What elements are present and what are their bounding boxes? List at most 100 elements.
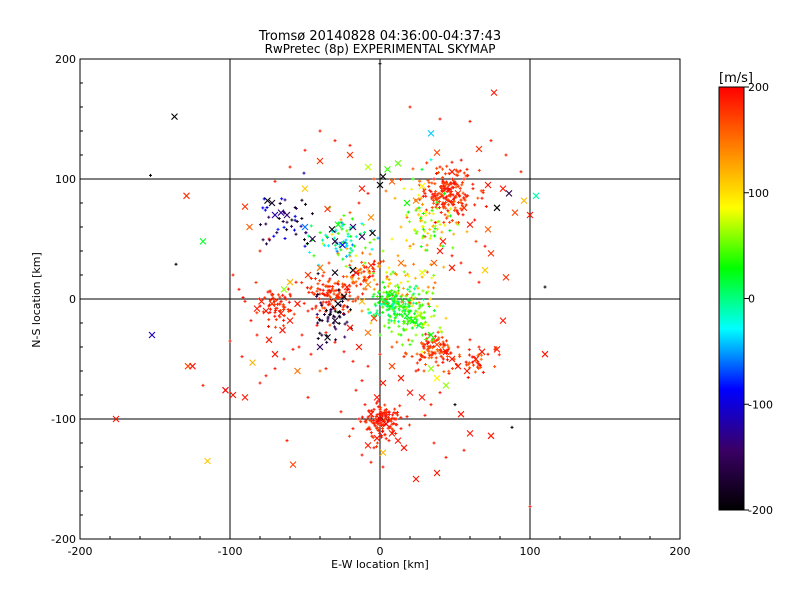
data-point-x [280, 286, 288, 293]
data-point-plus [415, 310, 419, 314]
data-point-x [346, 151, 354, 159]
data-point-plus [419, 311, 423, 315]
data-point-plus [397, 308, 401, 312]
data-point-plus [386, 292, 390, 296]
data-point-plus [314, 304, 318, 308]
data-point-plus [321, 300, 325, 304]
data-point-plus [404, 352, 408, 356]
data-point-plus [321, 288, 325, 292]
data-point-plus [378, 62, 382, 66]
data-point-plus [390, 427, 394, 431]
data-point-plus [435, 304, 439, 308]
data-point-x [222, 386, 229, 394]
data-point-plus [397, 320, 401, 324]
data-point-x [454, 190, 462, 197]
data-point-plus [333, 309, 337, 313]
data-point-x [433, 469, 441, 477]
data-point-plus [300, 216, 304, 220]
data-point-plus [415, 314, 419, 318]
data-point-plus [347, 253, 351, 257]
data-point-plus [394, 432, 398, 436]
data-point-plus [408, 246, 412, 250]
data-point-plus [376, 261, 380, 265]
data-point-plus [430, 209, 434, 213]
data-point-plus [453, 206, 457, 210]
data-point-x [388, 362, 396, 370]
data-point-plus [460, 183, 464, 187]
data-point-plus [312, 254, 316, 258]
data-point-plus [402, 308, 406, 312]
data-point-x [397, 374, 405, 382]
data-point-plus [414, 369, 418, 373]
data-point-plus [265, 206, 269, 210]
data-point-x [442, 185, 450, 192]
data-point-plus [341, 299, 345, 303]
data-point-plus [397, 332, 401, 336]
data-point-plus [318, 369, 322, 373]
data-point-plus [378, 423, 382, 427]
data-point-plus [273, 325, 277, 329]
data-point-plus [413, 296, 417, 300]
data-point-plus [399, 178, 403, 182]
data-point-plus [292, 312, 296, 316]
data-point-plus [276, 293, 280, 297]
data-point-plus [338, 310, 342, 314]
data-point-plus [261, 238, 265, 242]
data-point-plus [381, 310, 385, 314]
data-point-plus [336, 297, 340, 301]
data-point-plus [343, 322, 347, 326]
data-point-plus [430, 276, 434, 280]
data-point-plus [365, 427, 369, 431]
data-point-plus [384, 189, 388, 193]
data-point-plus [420, 225, 424, 229]
data-point-plus [410, 187, 414, 191]
data-point-plus [321, 238, 325, 242]
data-point-plus [387, 307, 391, 311]
data-point-plus [329, 308, 333, 312]
data-point-x [418, 182, 426, 190]
data-point-plus [310, 307, 314, 311]
data-point-plus [283, 295, 287, 299]
data-point-plus [400, 343, 404, 347]
data-point-plus [349, 247, 353, 251]
data-point-x [448, 264, 456, 272]
data-point-plus [543, 285, 547, 289]
data-point-plus [420, 275, 424, 279]
data-point-plus [441, 244, 445, 248]
data-point-plus [377, 313, 381, 317]
data-point-x [397, 302, 405, 310]
data-point-plus [446, 198, 450, 202]
data-point-plus [385, 275, 389, 279]
data-point-plus [468, 271, 472, 275]
data-point-x [427, 130, 435, 137]
data-point-plus [278, 315, 282, 319]
data-point-plus [452, 181, 456, 185]
data-point-plus [480, 353, 484, 357]
data-point-x [316, 343, 324, 351]
data-point-plus [360, 251, 364, 255]
data-point-plus [277, 216, 281, 220]
data-point-plus [431, 286, 435, 290]
data-point-plus [315, 294, 319, 298]
data-point-x [382, 420, 390, 428]
data-point-plus [368, 418, 372, 422]
data-point-plus [434, 197, 438, 201]
data-point-plus [427, 346, 431, 350]
data-point-plus [326, 280, 330, 284]
data-point-x [271, 350, 279, 358]
data-point-plus [416, 368, 420, 372]
data-point-plus [394, 423, 398, 427]
data-point-plus [400, 293, 404, 297]
data-point-plus [449, 192, 453, 196]
data-point-plus [377, 289, 381, 293]
data-point-plus [368, 271, 372, 275]
data-point-plus [390, 416, 394, 420]
data-point-plus [473, 370, 477, 374]
data-point-plus [379, 421, 383, 425]
data-point-plus [459, 158, 463, 162]
data-point-plus [351, 359, 355, 363]
data-point-plus [397, 324, 401, 328]
data-point-plus [382, 324, 386, 328]
data-point-x [358, 298, 366, 305]
